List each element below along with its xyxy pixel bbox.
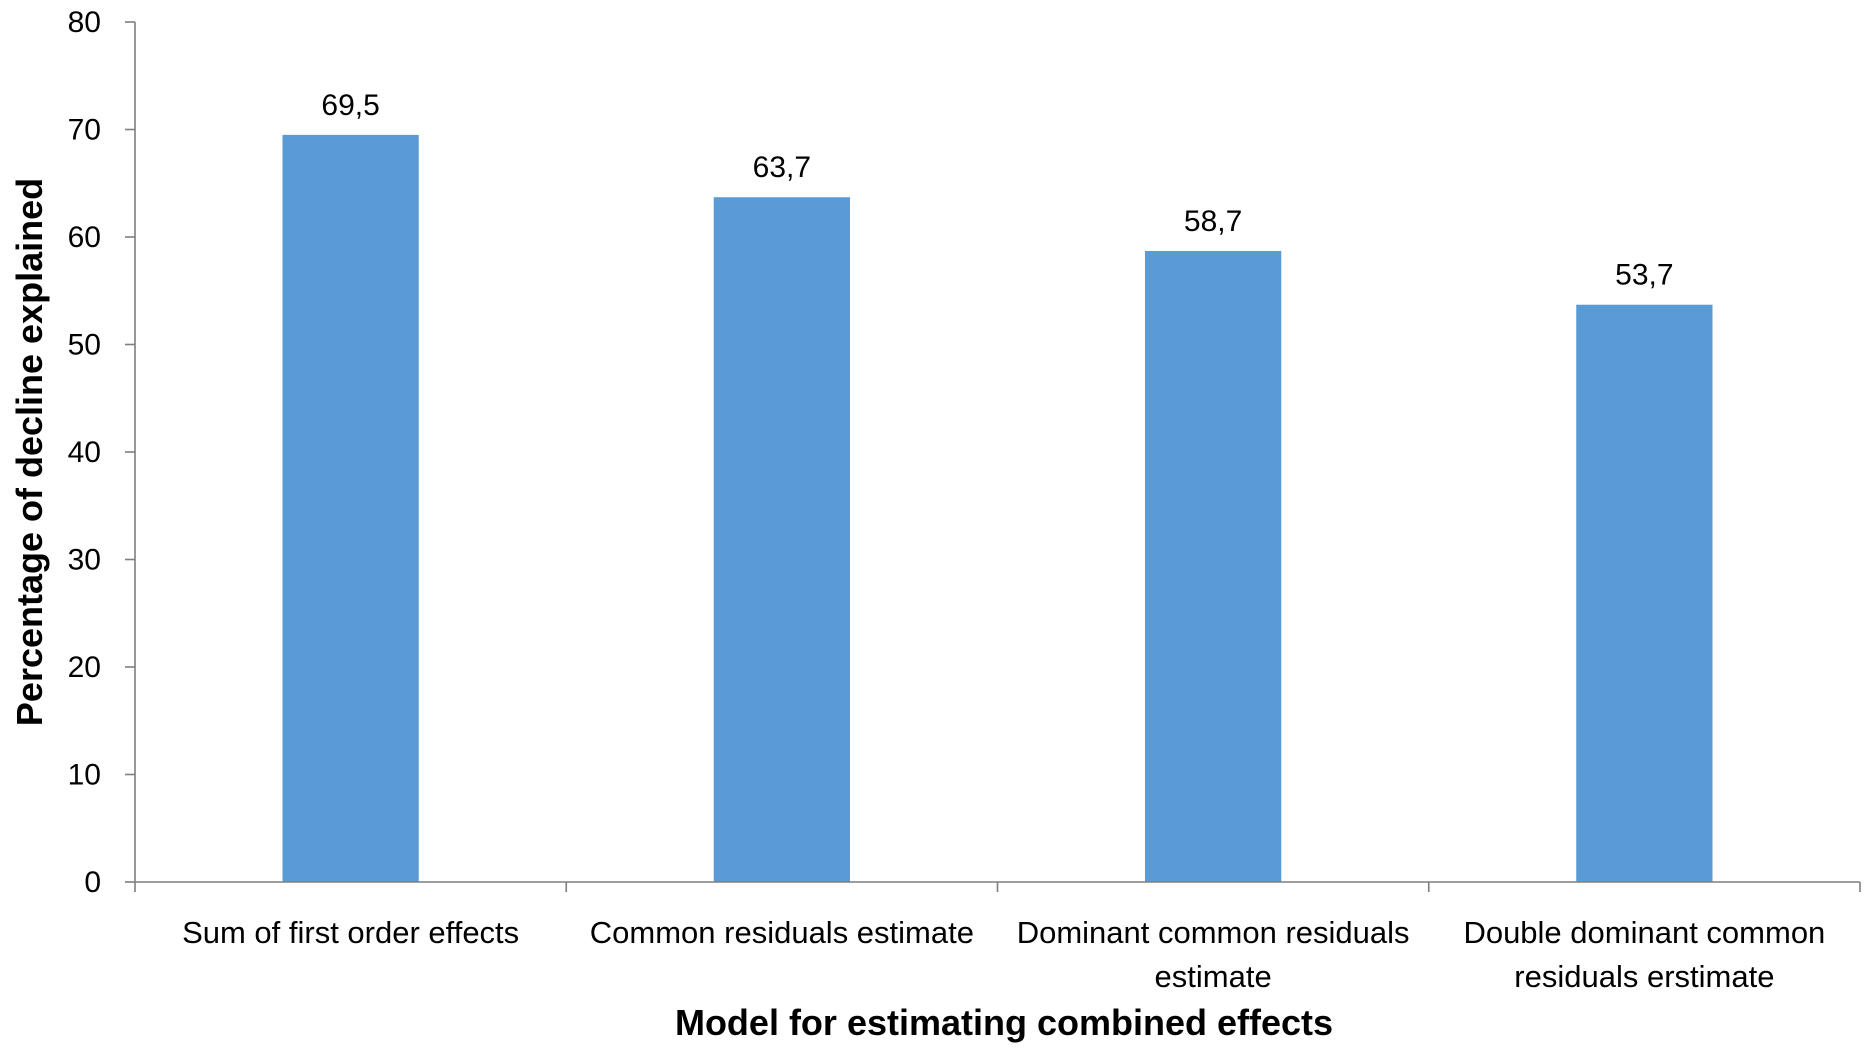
y-tick-label: 0 xyxy=(84,866,101,899)
y-tick-label: 30 xyxy=(68,544,101,577)
y-tick-label: 50 xyxy=(68,329,101,362)
y-tick-label: 80 xyxy=(68,6,101,39)
bars-layer xyxy=(282,134,1713,883)
y-tick-label: 70 xyxy=(68,114,101,147)
x-category-label: Common residuals estimate xyxy=(590,915,974,950)
x-category-label: Sum of first order effects xyxy=(182,915,519,950)
x-ticks xyxy=(134,882,1861,892)
data-label: 69,5 xyxy=(321,89,379,122)
data-label: 63,7 xyxy=(753,151,811,184)
bar xyxy=(713,197,851,883)
x-category-label: Dominant common residuals xyxy=(1017,915,1410,950)
y-tick-label: 20 xyxy=(68,651,101,684)
data-label: 58,7 xyxy=(1184,205,1242,238)
y-tick-label: 60 xyxy=(68,221,101,254)
data-labels: 69,5 63,7 58,7 53,7 xyxy=(321,89,1673,292)
y-tick-label: 40 xyxy=(68,436,101,469)
category-labels: Sum of first order effects Common residua… xyxy=(182,915,1825,994)
y-axis-title: Percentage of decline explained xyxy=(9,178,50,726)
x-category-label: residuals erstimate xyxy=(1514,959,1774,994)
bar xyxy=(1144,250,1282,883)
bar xyxy=(1576,304,1713,883)
data-label: 53,7 xyxy=(1615,259,1673,292)
x-axis-title: Model for estimating combined effects xyxy=(675,1002,1333,1043)
x-category-label: estimate xyxy=(1155,959,1272,994)
x-category-label: Double dominant common xyxy=(1463,915,1825,950)
bar xyxy=(282,134,419,882)
y-ticks: 0 10 20 30 40 50 60 70 80 xyxy=(68,6,135,899)
y-tick-label: 10 xyxy=(68,759,101,792)
